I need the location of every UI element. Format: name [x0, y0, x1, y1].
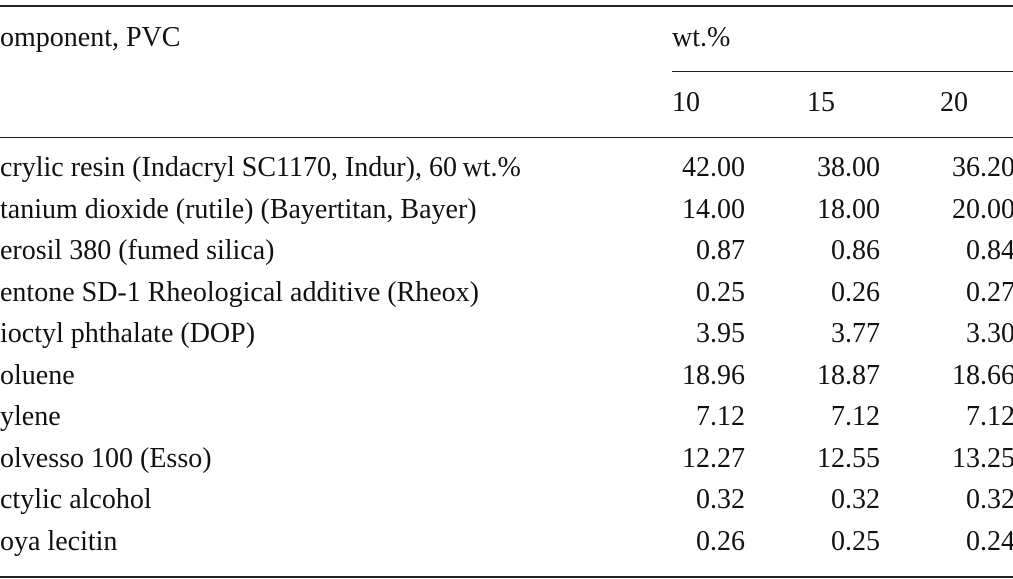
- cell-value: 42.00: [682, 152, 745, 183]
- sub-header: 15: [807, 87, 835, 118]
- cell-value: 7.12: [831, 401, 880, 432]
- row-label: oluene: [0, 360, 75, 391]
- cell-value: 0.26: [696, 526, 745, 557]
- cell-value: 13.25: [952, 443, 1013, 474]
- cell-value: 0.25: [831, 526, 880, 557]
- cell-value: 0.32: [831, 484, 880, 515]
- mid-rule: [0, 137, 1013, 138]
- row-label: ioctyl phthalate (DOP): [0, 318, 256, 349]
- cell-value: 12.55: [817, 443, 880, 474]
- bottom-rule: [0, 576, 1013, 578]
- column-header: omponent, PVC: [0, 22, 181, 53]
- row-label: tanium dioxide (rutile) (Bayertitan, Bay…: [0, 194, 477, 225]
- cell-value: 0.27: [966, 277, 1013, 308]
- cell-value: 3.30: [966, 318, 1013, 349]
- sub-header: 20: [940, 87, 968, 118]
- cell-value: 7.12: [966, 401, 1013, 432]
- sub-header: 10: [672, 87, 700, 118]
- cell-value: 3.95: [696, 318, 745, 349]
- row-label: ctylic alcohol: [0, 484, 152, 515]
- cell-value: 0.32: [696, 484, 745, 515]
- cell-value: 0.87: [696, 235, 745, 266]
- cell-value: 0.84: [966, 235, 1013, 266]
- row-label: crylic resin (Indacryl SC1170, Indur), 6…: [0, 152, 521, 183]
- cell-value: 12.27: [682, 443, 745, 474]
- cell-value: 0.86: [831, 235, 880, 266]
- row-label: oya lecitin: [0, 526, 118, 557]
- row-label: ylene: [0, 401, 61, 432]
- column-group-header: wt.%: [672, 22, 731, 53]
- row-label: erosil 380 (fumed silica): [0, 235, 275, 266]
- cell-value: 0.24: [966, 526, 1013, 557]
- cell-value: 18.96: [682, 360, 745, 391]
- cell-value: 18.66: [952, 360, 1013, 391]
- row-label: olvesso 100 (Esso): [0, 443, 212, 474]
- cell-value: 3.77: [831, 318, 880, 349]
- row-label: entone SD-1 Rheological additive (Rheox): [0, 277, 479, 308]
- group-rule: [672, 71, 1013, 72]
- cell-value: 36.20: [952, 152, 1013, 183]
- cell-value: 0.25: [696, 277, 745, 308]
- cell-value: 0.32: [966, 484, 1013, 515]
- cell-value: 38.00: [817, 152, 880, 183]
- cell-value: 18.87: [817, 360, 880, 391]
- cell-value: 20.00: [952, 194, 1013, 225]
- top-rule: [0, 5, 1013, 7]
- cell-value: 7.12: [696, 401, 745, 432]
- cell-value: 0.26: [831, 277, 880, 308]
- cell-value: 18.00: [817, 194, 880, 225]
- cell-value: 14.00: [682, 194, 745, 225]
